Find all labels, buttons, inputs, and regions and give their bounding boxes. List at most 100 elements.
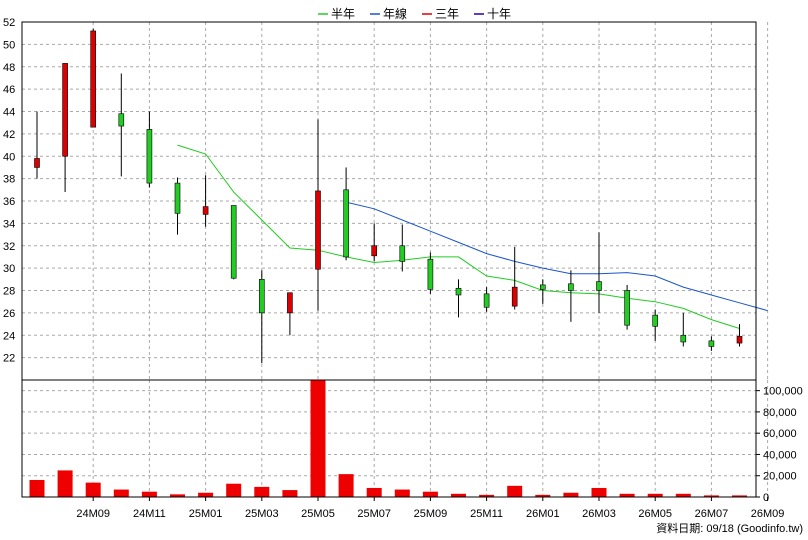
plot-frames (21, 21, 757, 498)
volume-tick-label: 40,000 (763, 449, 797, 461)
price-axis: 22 24 26 28 30 32 34 36 38 40 42 44 46 48 50 52 (3, 17, 15, 365)
candle-body (118, 113, 125, 127)
volume-bar (141, 491, 157, 497)
data-date-footer: 資料日期: 09/18 (Goodinfo.tw) (656, 521, 803, 535)
time-tick-label: 25M05 (301, 508, 335, 520)
volume-bar (732, 495, 747, 497)
price-tick-label: 32 (3, 241, 15, 253)
candle-body (62, 63, 68, 157)
candle-body (736, 336, 743, 344)
volume-bar (535, 494, 551, 497)
time-tick-label: 25M07 (357, 508, 391, 520)
moving-average-lines (177, 144, 768, 329)
price-tick-label: 36 (3, 196, 15, 208)
price-tick-label: 40 (3, 151, 15, 163)
price-tick-label: 28 (3, 286, 15, 298)
volume-bar (563, 492, 579, 497)
time-tick-label: 26M01 (526, 508, 560, 520)
volume-bar (57, 470, 73, 497)
candle-body (90, 30, 96, 128)
volume-bar (282, 490, 298, 497)
legend-label-1: 年線 (383, 6, 407, 21)
volume-tick-label: 80,000 (763, 407, 797, 419)
time-tick-label: 26M09 (751, 508, 785, 520)
time-tick-label: 26M03 (582, 508, 616, 520)
volume-bar (366, 487, 382, 497)
legend-label-3: 十年 (487, 7, 511, 21)
candle-body (708, 340, 715, 347)
candle-body (568, 283, 574, 291)
volume-bar (507, 485, 523, 497)
volume-bar (647, 493, 663, 497)
volume-bar (254, 486, 270, 497)
price-tick-label: 24 (3, 330, 15, 342)
candle-body (174, 182, 181, 214)
price-tick-label: 38 (3, 174, 15, 186)
volume-bars (29, 380, 747, 497)
volume-bar (394, 489, 410, 497)
legend: 半年 年線 三年 十年 (318, 6, 511, 21)
time-tick-label: 26M05 (638, 508, 672, 520)
price-grid (22, 21, 769, 380)
volume-grid (22, 380, 769, 497)
candle-body (539, 284, 546, 290)
time-tick-label: 24M11 (133, 508, 166, 520)
candle-body (34, 158, 40, 168)
price-tick-label: 30 (3, 263, 15, 275)
price-tick-label: 34 (3, 218, 15, 230)
legend-label-2: 三年 (435, 7, 459, 21)
price-tick-label: 50 (3, 39, 15, 51)
legend-label-0: 半年 (331, 7, 355, 21)
candlesticks (34, 28, 743, 364)
candle-body (652, 314, 659, 327)
candle-body (371, 245, 378, 257)
candle-body (287, 292, 293, 314)
price-tick-label: 46 (3, 84, 15, 96)
candle-body (343, 189, 349, 258)
volume-bar (422, 491, 438, 497)
candle-body (202, 206, 209, 215)
time-tick-label: 25M03 (245, 508, 279, 520)
volume-tick-label: 100,000 (763, 386, 803, 398)
series-line-年線 (345, 201, 768, 312)
volume-bar (85, 482, 101, 497)
volume-bar (226, 483, 242, 497)
candle-body (258, 279, 265, 314)
candle-body (315, 190, 321, 270)
price-tick-label: 44 (3, 107, 15, 119)
volume-bar (170, 494, 185, 497)
volume-bar (310, 380, 326, 497)
price-tick-label: 48 (3, 62, 15, 74)
volume-tick-label: 20,000 (763, 471, 797, 483)
volume-bar (198, 492, 214, 497)
time-tick-label: 26M07 (695, 508, 729, 520)
volume-bar (338, 474, 354, 497)
volume-bar (675, 493, 691, 497)
time-tick-label: 24M09 (76, 508, 110, 520)
volume-plot-frame (21, 379, 757, 498)
volume-tick-label: 60,000 (763, 428, 797, 440)
candle-body (596, 281, 602, 291)
price-tick-label: 22 (3, 353, 15, 365)
candle-body (427, 258, 434, 290)
candle-body (455, 287, 462, 296)
price-tick-label: 26 (3, 308, 15, 320)
price-tick-label: 42 (3, 129, 15, 141)
volume-bar (113, 489, 129, 497)
series-line-半年 (177, 144, 740, 329)
volume-bar (619, 493, 635, 497)
candle-body (399, 245, 406, 262)
time-tick-label: 25M01 (189, 508, 223, 520)
candle-body (146, 129, 153, 184)
time-tick-label: 25M09 (414, 508, 448, 520)
volume-bar (591, 487, 607, 497)
volume-axis: 0 20,000 40,000 60,000 80,000 100,000 (756, 386, 803, 504)
candle-body (680, 334, 687, 343)
candle-body (230, 205, 237, 279)
volume-bar (451, 493, 466, 497)
price-tick-label: 52 (3, 17, 15, 29)
time-tick-label: 25M11 (470, 508, 503, 520)
volume-tick-label: 0 (763, 492, 769, 504)
volume-bar (29, 479, 45, 497)
